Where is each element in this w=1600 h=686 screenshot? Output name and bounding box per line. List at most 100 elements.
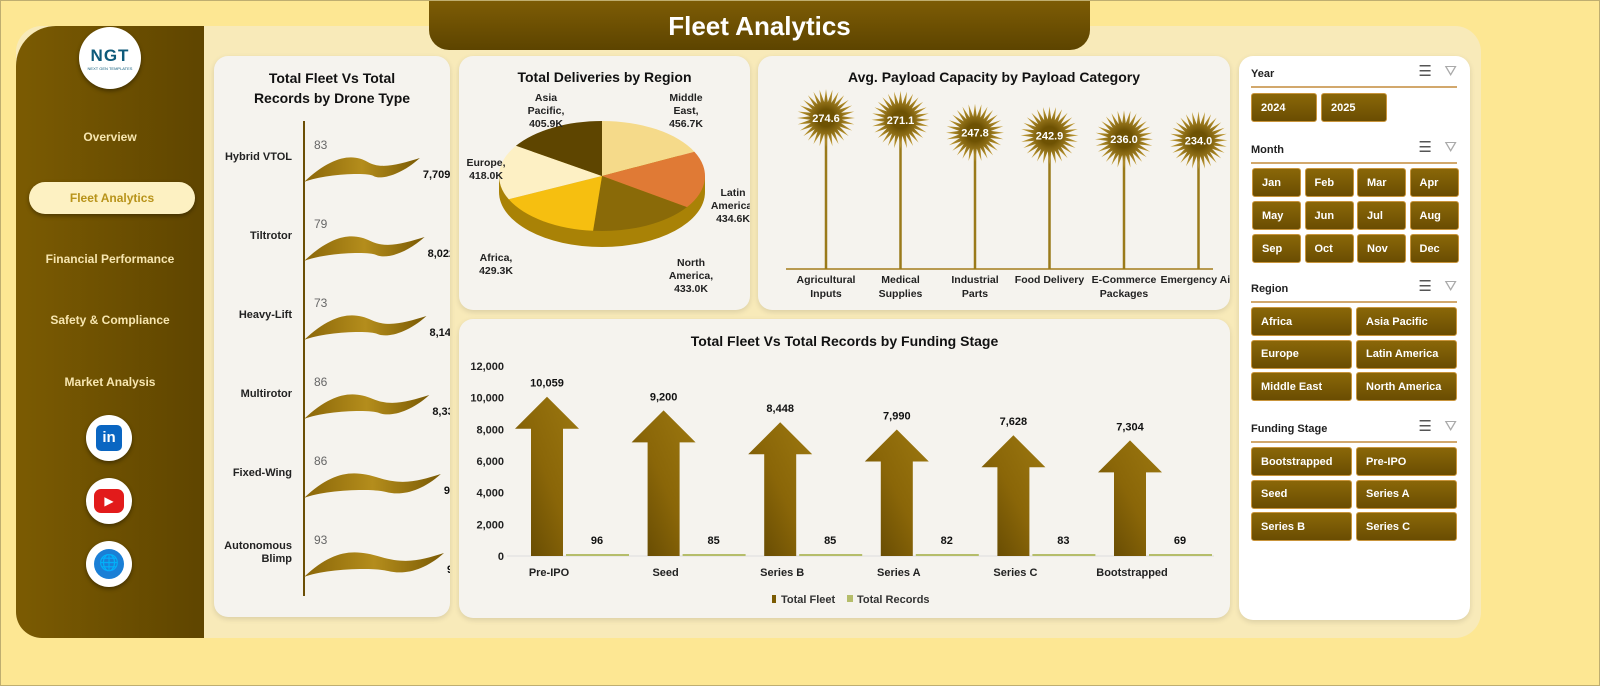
website-button[interactable]: 🌐 [86,541,132,587]
slicer-header-region: Region ☰ ⛛ [1251,278,1457,303]
slicer-title: Month [1251,144,1284,156]
slicer-button-feb[interactable]: Feb [1304,168,1354,197]
multi-select-icon[interactable]: ☰ [1418,278,1432,295]
clear-filter-icon[interactable]: ⛛ [1444,278,1457,295]
value-label: 234.0 [1185,135,1213,147]
y-tick-label: 2,000 [476,519,504,531]
slicer-button-may[interactable]: May [1252,201,1301,230]
pie-slice [593,176,687,231]
nav-financial-performance[interactable]: Financial Performance [45,252,175,266]
slicer-button-apr[interactable]: Apr [1409,168,1459,197]
sunburst-marker [871,90,930,149]
drone-type-chart-card: Total Fleet Vs Total Records by Drone Ty… [214,56,450,617]
funding-stage-chart-card: Total Fleet Vs Total Records by Funding … [459,319,1230,618]
slicer-button-africa[interactable]: Africa [1251,307,1352,336]
slicer-header-month: Month ☰ ⛛ [1251,139,1457,164]
slicer-button-aug[interactable]: Aug [1409,201,1459,230]
records-bar [799,554,863,556]
clear-filter-icon[interactable]: ⛛ [1444,139,1457,156]
slicer-button-series-c[interactable]: Series C [1356,512,1457,541]
multi-select-icon[interactable]: ☰ [1418,63,1432,80]
fleet-value-label: 7,990 [883,410,911,422]
slicer-button-2024[interactable]: 2024 [1251,93,1317,122]
slicer-button-seed[interactable]: Seed [1251,479,1352,509]
nav-safety-compliance[interactable]: Safety & Compliance [50,313,170,327]
slicer-title: Year [1251,68,1275,80]
fleet-value-label: 9,103 [444,485,450,497]
y-tick-label: 4,000 [476,488,504,500]
fleet-arrow-bar [864,429,929,556]
records-value-label: 69 [1174,535,1186,547]
sunburst-marker [797,89,855,147]
category-label: Tiltrotor [250,230,293,242]
nav-market-analysis[interactable]: Market Analysis [64,375,156,389]
value-label: 247.8 [961,128,989,140]
slice-label: Africa, 429.3K [479,252,513,277]
legend-records-label: Total Records [857,594,930,606]
fleet-arrow-bar [1098,440,1162,556]
slice-label: Europe, 418.0K [466,157,505,182]
sunburst-marker [1169,111,1228,170]
category-label: Food Delivery [1015,274,1085,286]
slicer-button-asia-pacific[interactable]: Asia Pacific [1356,307,1457,336]
slicer-button-north-america[interactable]: North America [1356,372,1457,401]
y-tick-label: 0 [498,551,504,563]
slicer-button-jul[interactable]: Jul [1357,201,1406,230]
slicer-button-jun[interactable]: Jun [1304,201,1354,230]
pie-slice [499,145,602,200]
slicer-button-2025[interactable]: 2025 [1321,93,1387,122]
records-label: 83 [314,138,328,152]
sidebar [16,26,204,638]
slicer-button-bootstrapped[interactable]: Bootstrapped [1251,447,1352,476]
slicer-button-series-a[interactable]: Series A [1356,479,1457,509]
category-label: Fixed-Wing [233,467,292,479]
slicer-button-middle-east[interactable]: Middle East [1251,372,1352,401]
slicer-button-pre-ipo[interactable]: Pre-IPO [1356,447,1457,476]
fleet-value-label: 8,022 [428,248,450,260]
multi-select-icon[interactable]: ☰ [1418,418,1432,435]
youtube-button[interactable]: ▶ [86,478,132,524]
clear-filter-icon[interactable]: ⛛ [1444,418,1457,435]
slicer-button-mar[interactable]: Mar [1357,168,1406,197]
linkedin-button[interactable]: in [86,415,132,461]
category-label: Heavy-Lift [239,309,293,321]
chart-title: Total Fleet Vs Total Records by Funding … [690,333,999,349]
slicer-button-latin-america[interactable]: Latin America [1356,339,1457,369]
slicer-button-nov[interactable]: Nov [1357,234,1406,263]
slicer-button-sep[interactable]: Sep [1252,234,1301,263]
value-label: 274.6 [812,113,840,125]
slicer-button-oct[interactable]: Oct [1304,234,1354,263]
records-value-label: 83 [1057,535,1069,547]
slicer-button-europe[interactable]: Europe [1251,339,1352,369]
chart-title: Total Fleet Vs Total Records by Drone Ty… [253,70,411,106]
value-label: 236.0 [1110,134,1138,146]
category-label: Series A [877,567,921,579]
fleet-value-label: 10,059 [530,378,564,390]
payload-chart-card: Avg. Payload Capacity by Payload Categor… [758,56,1230,310]
clear-filter-icon[interactable]: ⛛ [1444,63,1457,80]
fleet-flag-bar [304,315,427,340]
nav-overview[interactable]: Overview [83,130,137,144]
records-label: 79 [314,217,328,231]
records-value-label: 96 [591,535,603,547]
nav-fleet-analytics[interactable]: Fleet Analytics [29,182,195,214]
slicer-button-jan[interactable]: Jan [1252,168,1301,197]
fleet-value-label: 9,313 [447,564,450,576]
records-label: 86 [314,454,328,468]
value-label: 242.9 [1036,130,1064,142]
y-tick-label: 8,000 [476,424,504,436]
fleet-arrow-bar [515,396,579,556]
slicer-button-dec[interactable]: Dec [1409,234,1459,263]
category-label: E-Commerce Packages [1092,274,1157,300]
category-label: Industrial Parts [951,274,998,300]
slicer-header-funding-stage: Funding Stage ☰ ⛛ [1251,418,1457,443]
pie-slice [602,151,705,208]
records-bar [566,554,629,556]
category-label: Series C [993,567,1037,579]
fleet-flag-bar [304,157,420,182]
slicer-button-series-b[interactable]: Series B [1251,512,1352,541]
multi-select-icon[interactable]: ☰ [1418,139,1432,156]
category-label: Agricultural Inputs [797,274,856,300]
y-tick-label: 10,000 [470,393,504,405]
fleet-flag-bar [304,394,430,419]
